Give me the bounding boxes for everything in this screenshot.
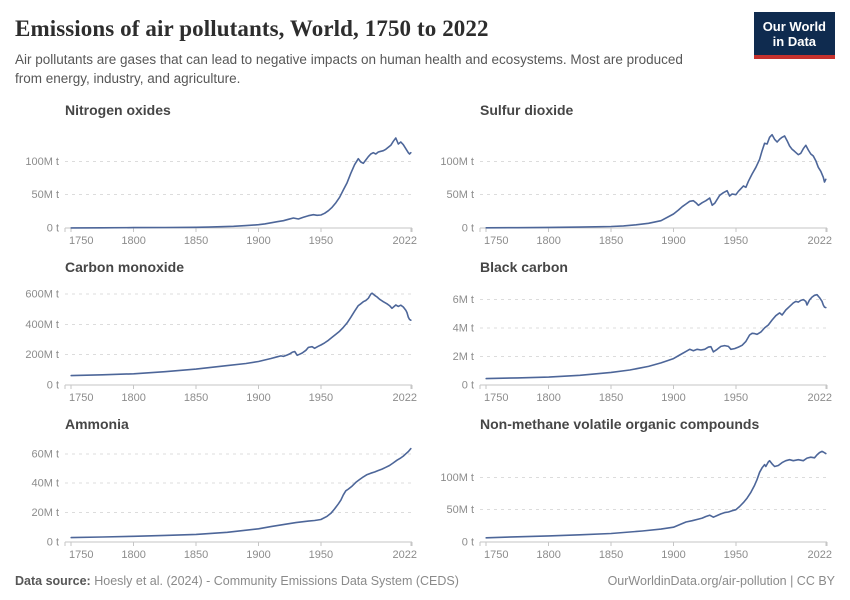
x-tick-label: 1950 xyxy=(309,549,333,561)
x-tick-label: 1900 xyxy=(246,235,270,247)
data-line-2 xyxy=(485,134,827,229)
y-tick-label: 200M t xyxy=(25,349,59,361)
chart-canvas-1: 0 t 50M t 100M t 1750 1800 1850 1900 1950 2022 xyxy=(25,137,417,247)
x-tick-label: 1750 xyxy=(69,392,93,404)
chart-title-6: Non-methane volatile organic compounds xyxy=(480,415,760,432)
x-tick-label: 1750 xyxy=(484,549,508,561)
owid-logo-line1: Our World xyxy=(762,19,826,34)
y-tick-label: 400M t xyxy=(25,319,59,331)
x-tick-label: 2022 xyxy=(808,392,832,404)
chart-block-6: Non-methane volatile organic compounds 0 … xyxy=(430,416,835,566)
data-line-6 xyxy=(485,450,827,539)
x-tick-label: 1800 xyxy=(536,549,560,561)
chart-canvas-4: 0 t 2M t 4M t 6M t 1750 1800 1850 1900 1950 2022 xyxy=(453,293,832,404)
x-tick-label: 1750 xyxy=(69,235,93,247)
data-source-text: Hoesly et al. (2024) - Community Emissio… xyxy=(94,574,459,588)
data-line-3 xyxy=(70,292,412,377)
x-tick-label: 1950 xyxy=(724,549,748,561)
x-tick-label: 1950 xyxy=(309,392,333,404)
chart-title-1: Nitrogen oxides xyxy=(65,102,171,119)
data-source: Data source: Hoesly et al. (2024) - Comm… xyxy=(15,574,459,588)
y-tick-label: 0 t xyxy=(47,223,59,235)
x-tick-label: 1800 xyxy=(121,235,145,247)
x-tick-label: 1800 xyxy=(536,392,560,404)
chart-canvas-3: 0 t 200M t 400M t 600M t 1750 1800 1850 1900 195… xyxy=(25,288,417,404)
chart-block-3: Carbon monoxide 0 t 200M t 400M t 600M t 1750… xyxy=(15,259,420,409)
y-tick-label: 0 t xyxy=(47,536,59,548)
y-tick-label: 0 t xyxy=(462,223,474,235)
x-tick-label: 1800 xyxy=(121,549,145,561)
chart-block-2: Sulfur dioxide 0 t 50M t 100M t 1750 1800 1850… xyxy=(430,102,835,252)
page-subtitle: Air pollutants are gases that can lead t… xyxy=(15,52,683,87)
chart-block-5: Ammonia 0 t 20M t 40M t 60M t 1750 1800 1850 190… xyxy=(15,416,420,566)
x-tick-label: 1850 xyxy=(599,235,623,247)
x-tick-label: 1900 xyxy=(661,549,685,561)
y-tick-label: 0 t xyxy=(462,536,474,548)
y-tick-label: 600M t xyxy=(25,288,59,300)
y-tick-label: 100M t xyxy=(440,472,474,484)
x-tick-label: 1950 xyxy=(724,235,748,247)
data-line-1 xyxy=(70,137,412,229)
owid-logo: Our World in Data xyxy=(753,12,835,59)
data-line-5 xyxy=(70,447,412,539)
x-tick-label: 1900 xyxy=(661,235,685,247)
x-tick-label: 1800 xyxy=(536,235,560,247)
x-tick-label: 1900 xyxy=(246,392,270,404)
y-tick-label: 100M t xyxy=(440,156,474,168)
owid-logo-line2: in Data xyxy=(772,34,817,50)
y-tick-label: 6M t xyxy=(453,294,474,306)
chart-canvas-2: 0 t 50M t 100M t 1750 1800 1850 1900 1950 2022 xyxy=(440,134,832,247)
charts-grid: Nitrogen oxides 0 t 50M t 100M t 1750 1800 185… xyxy=(15,102,835,565)
data-line-4 xyxy=(485,293,827,380)
x-tick-label: 2022 xyxy=(393,235,417,247)
y-tick-label: 0 t xyxy=(47,379,59,391)
x-tick-label: 2022 xyxy=(808,235,832,247)
x-tick-label: 1850 xyxy=(184,549,208,561)
x-tick-label: 1950 xyxy=(724,392,748,404)
y-tick-label: 50M t xyxy=(446,189,474,201)
chart-block-1: Nitrogen oxides 0 t 50M t 100M t 1750 1800 185… xyxy=(15,102,420,252)
chart-title-2: Sulfur dioxide xyxy=(480,102,574,119)
chart-canvas-5: 0 t 20M t 40M t 60M t 1750 1800 1850 1900 1950 20… xyxy=(31,447,417,561)
y-tick-label: 0 t xyxy=(462,379,474,391)
chart-title-3: Carbon monoxide xyxy=(65,259,185,276)
x-tick-label: 1800 xyxy=(121,392,145,404)
x-tick-label: 1950 xyxy=(309,235,333,247)
footer: Data source: Hoesly et al. (2024) - Comm… xyxy=(15,568,835,588)
x-tick-label: 1850 xyxy=(184,235,208,247)
x-tick-label: 1850 xyxy=(184,392,208,404)
x-tick-label: 1850 xyxy=(599,392,623,404)
page-title: Emissions of air pollutants, World, 1750… xyxy=(15,16,489,41)
x-tick-label: 2022 xyxy=(393,549,417,561)
chart-title-4: Black carbon xyxy=(480,259,568,276)
y-tick-label: 60M t xyxy=(31,448,59,460)
x-tick-label: 2022 xyxy=(808,549,832,561)
x-tick-label: 2022 xyxy=(393,392,417,404)
y-tick-label: 20M t xyxy=(31,507,59,519)
y-tick-label: 50M t xyxy=(446,504,474,516)
x-tick-label: 1750 xyxy=(484,235,508,247)
chart-title-5: Ammonia xyxy=(65,415,129,432)
x-tick-label: 1750 xyxy=(69,549,93,561)
header: Emissions of air pollutants, World, 1750… xyxy=(15,12,835,88)
y-tick-label: 40M t xyxy=(31,477,59,489)
y-tick-label: 100M t xyxy=(25,156,59,168)
chart-block-4: Black carbon 0 t 2M t 4M t 6M t 1750 1800 1850 1… xyxy=(430,259,835,409)
x-tick-label: 1750 xyxy=(484,392,508,404)
chart-canvas-6: 0 t 50M t 100M t 1750 1800 1850 1900 1950 2022 xyxy=(440,450,832,561)
y-tick-label: 4M t xyxy=(453,322,474,334)
footer-attribution: OurWorldinData.org/air-pollution | CC BY xyxy=(607,574,835,588)
x-tick-label: 1900 xyxy=(246,549,270,561)
y-tick-label: 2M t xyxy=(453,351,474,363)
y-tick-label: 50M t xyxy=(31,189,59,201)
data-source-label: Data source: xyxy=(15,574,91,588)
x-tick-label: 1850 xyxy=(599,549,623,561)
x-tick-label: 1900 xyxy=(661,392,685,404)
